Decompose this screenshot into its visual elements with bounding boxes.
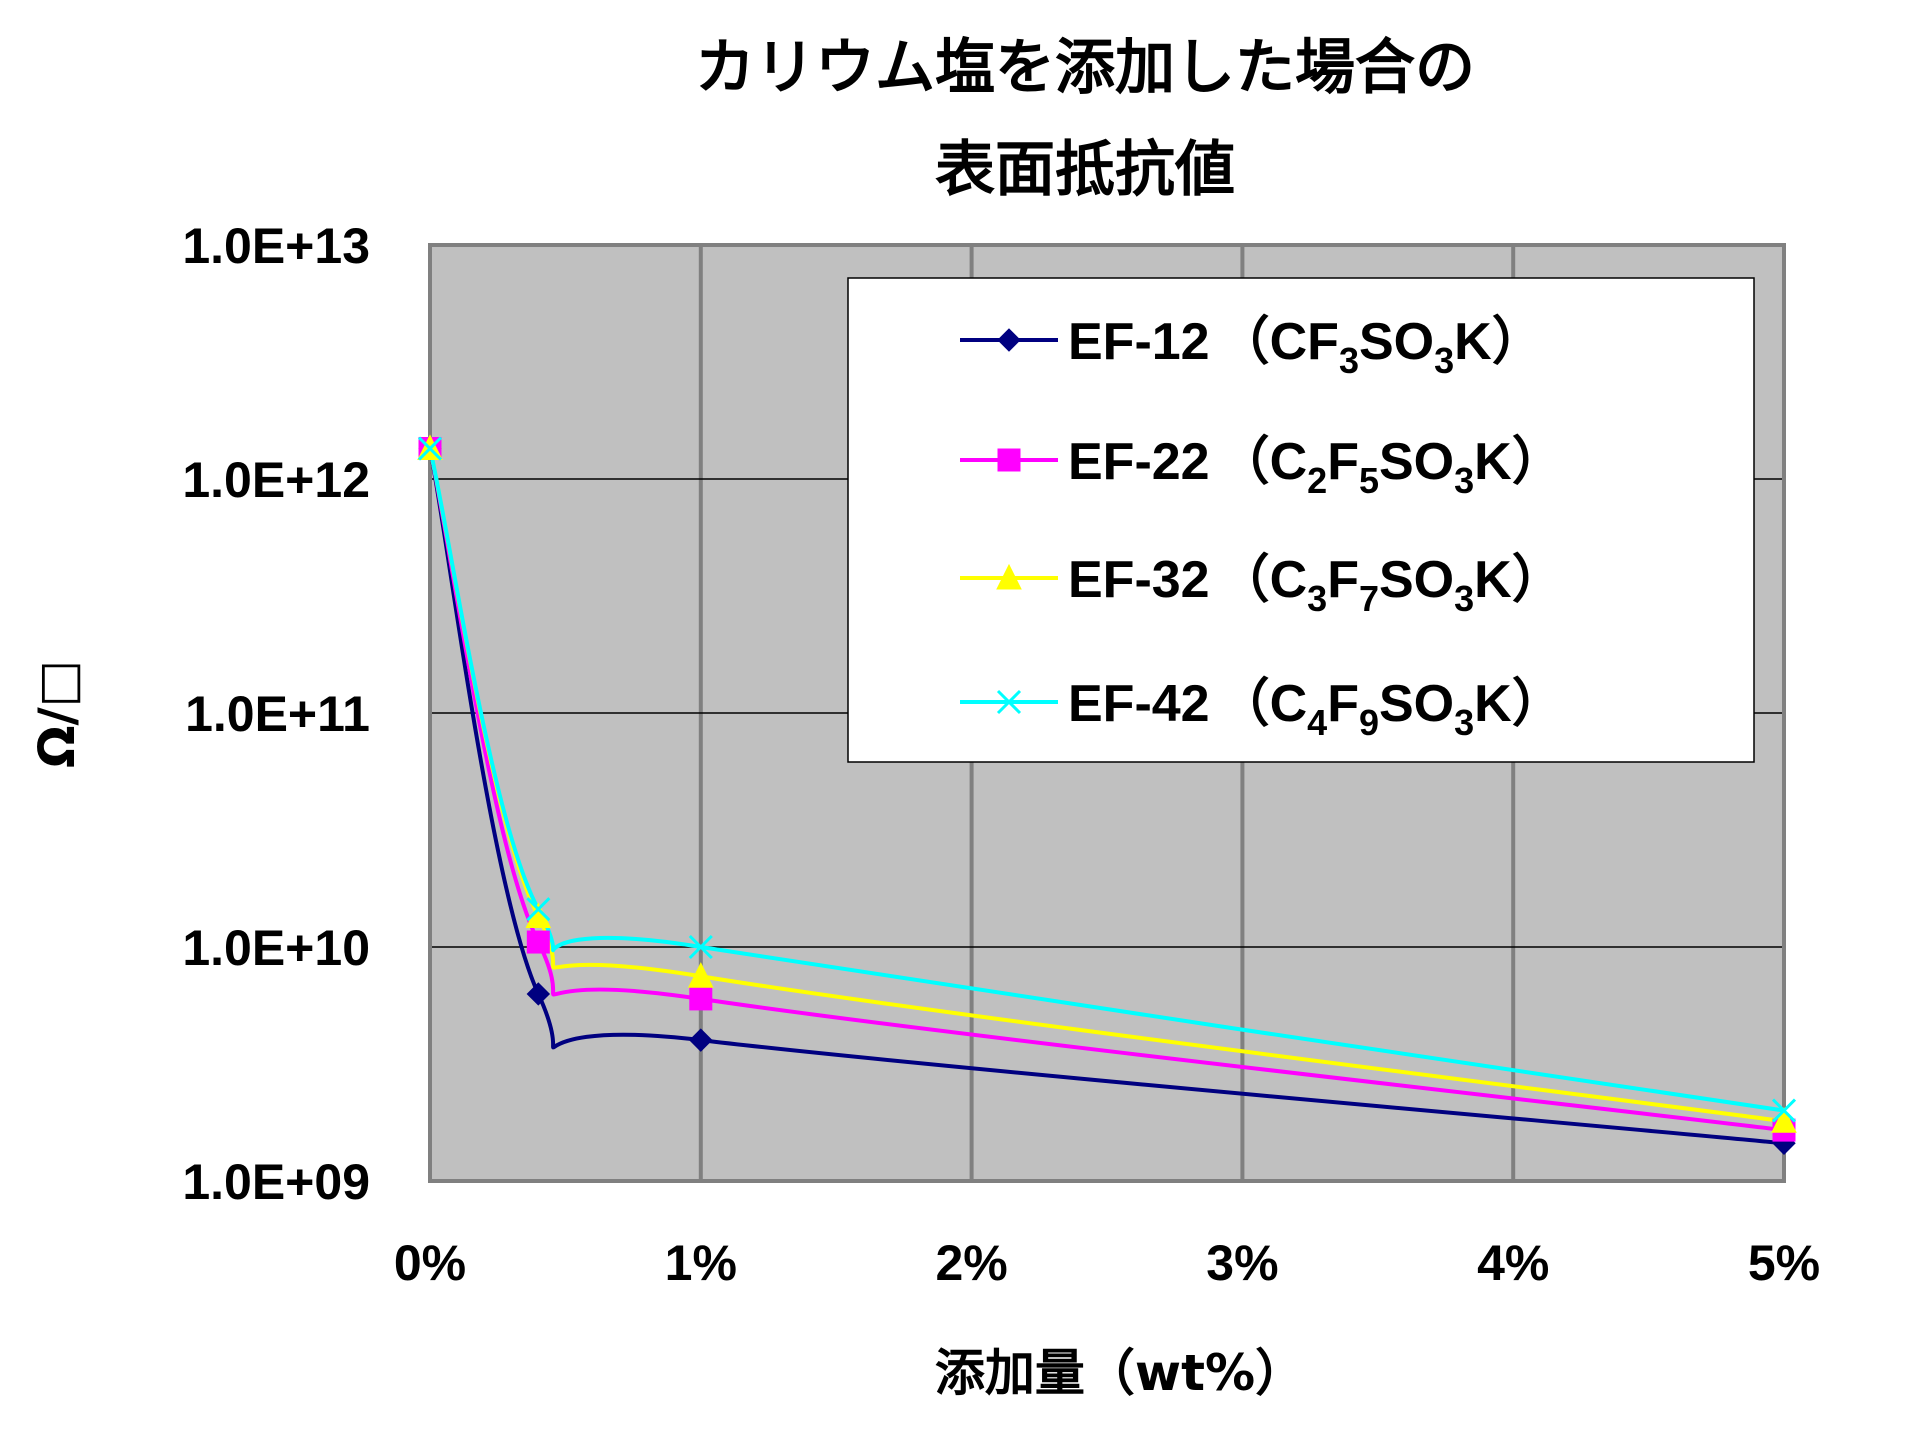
y-tick-label: 1.0E+11	[185, 686, 370, 742]
data-point-ef-32	[1771, 1107, 1797, 1133]
legend-marker	[997, 328, 1021, 352]
data-point-ef-12	[689, 1028, 713, 1052]
legend-label-ef-22: EF-22 （C2F5SO3K）	[1068, 433, 1564, 501]
x-tick-label: 0%	[394, 1235, 466, 1291]
data-point-ef-42	[1771, 1098, 1797, 1123]
plot-border	[428, 243, 1786, 1183]
y-tick-label: 1.0E+10	[182, 920, 370, 976]
data-point-ef-22	[689, 987, 713, 1011]
legend: EF-12 （CF3SO3K） EF-22 （C2F5SO3K） EF-32 （C3F7S…	[847, 277, 1755, 763]
legend-label-ef-42: EF-42 （C4F9SO3K）	[1068, 675, 1564, 743]
y-tick-label: 1.0E+13	[182, 218, 370, 274]
series-lines	[417, 434, 1797, 1155]
legend-box	[847, 277, 1755, 763]
data-point-ef-22	[526, 930, 550, 954]
x-axis-tick-labels: 0% 1% 2% 3% 4% 5%	[394, 1235, 1820, 1291]
x-tick-label: 2%	[935, 1235, 1007, 1291]
x-tick-label: 1%	[665, 1235, 737, 1291]
y-tick-label: 1.0E+09	[182, 1154, 370, 1210]
legend-label-ef-32: EF-32 （C3F7SO3K）	[1068, 551, 1564, 619]
x-tick-label: 3%	[1206, 1235, 1278, 1291]
y-axis-tick-labels: 1.0E+09 1.0E+10 1.0E+11 1.0E+12 1.0E+13	[182, 218, 370, 1210]
y-axis-label: Ω/□	[28, 660, 86, 768]
y-tick-label: 1.0E+12	[182, 452, 370, 508]
chart-title-line-2: 表面抵抗値	[935, 135, 1235, 205]
series-line-ef-42	[428, 448, 1785, 1113]
series-line-ef-12	[428, 448, 1785, 1146]
data-point-ef-42	[688, 934, 713, 960]
legend-marker	[996, 563, 1022, 590]
legend-items: EF-12 （CF3SO3K） EF-22 （C2F5SO3K） EF-32 （C3F7S…	[960, 313, 1564, 743]
data-point-ef-42	[417, 436, 443, 461]
data-point-ef-42	[526, 897, 551, 922]
series-line-ef-22	[428, 448, 1785, 1133]
legend-label-ef-12: EF-12 （CF3SO3K）	[1068, 313, 1544, 381]
legend-marker	[996, 689, 1022, 715]
x-axis-label: 添加量（wt%）	[935, 1344, 1305, 1402]
chart-title-line-1: カリウム塩を添加した場合の	[695, 33, 1475, 103]
data-point-ef-12	[526, 982, 551, 1006]
x-tick-label: 4%	[1477, 1235, 1549, 1291]
data-point-ef-32	[687, 962, 714, 988]
x-tick-label: 5%	[1748, 1235, 1820, 1291]
legend-marker	[997, 448, 1021, 472]
